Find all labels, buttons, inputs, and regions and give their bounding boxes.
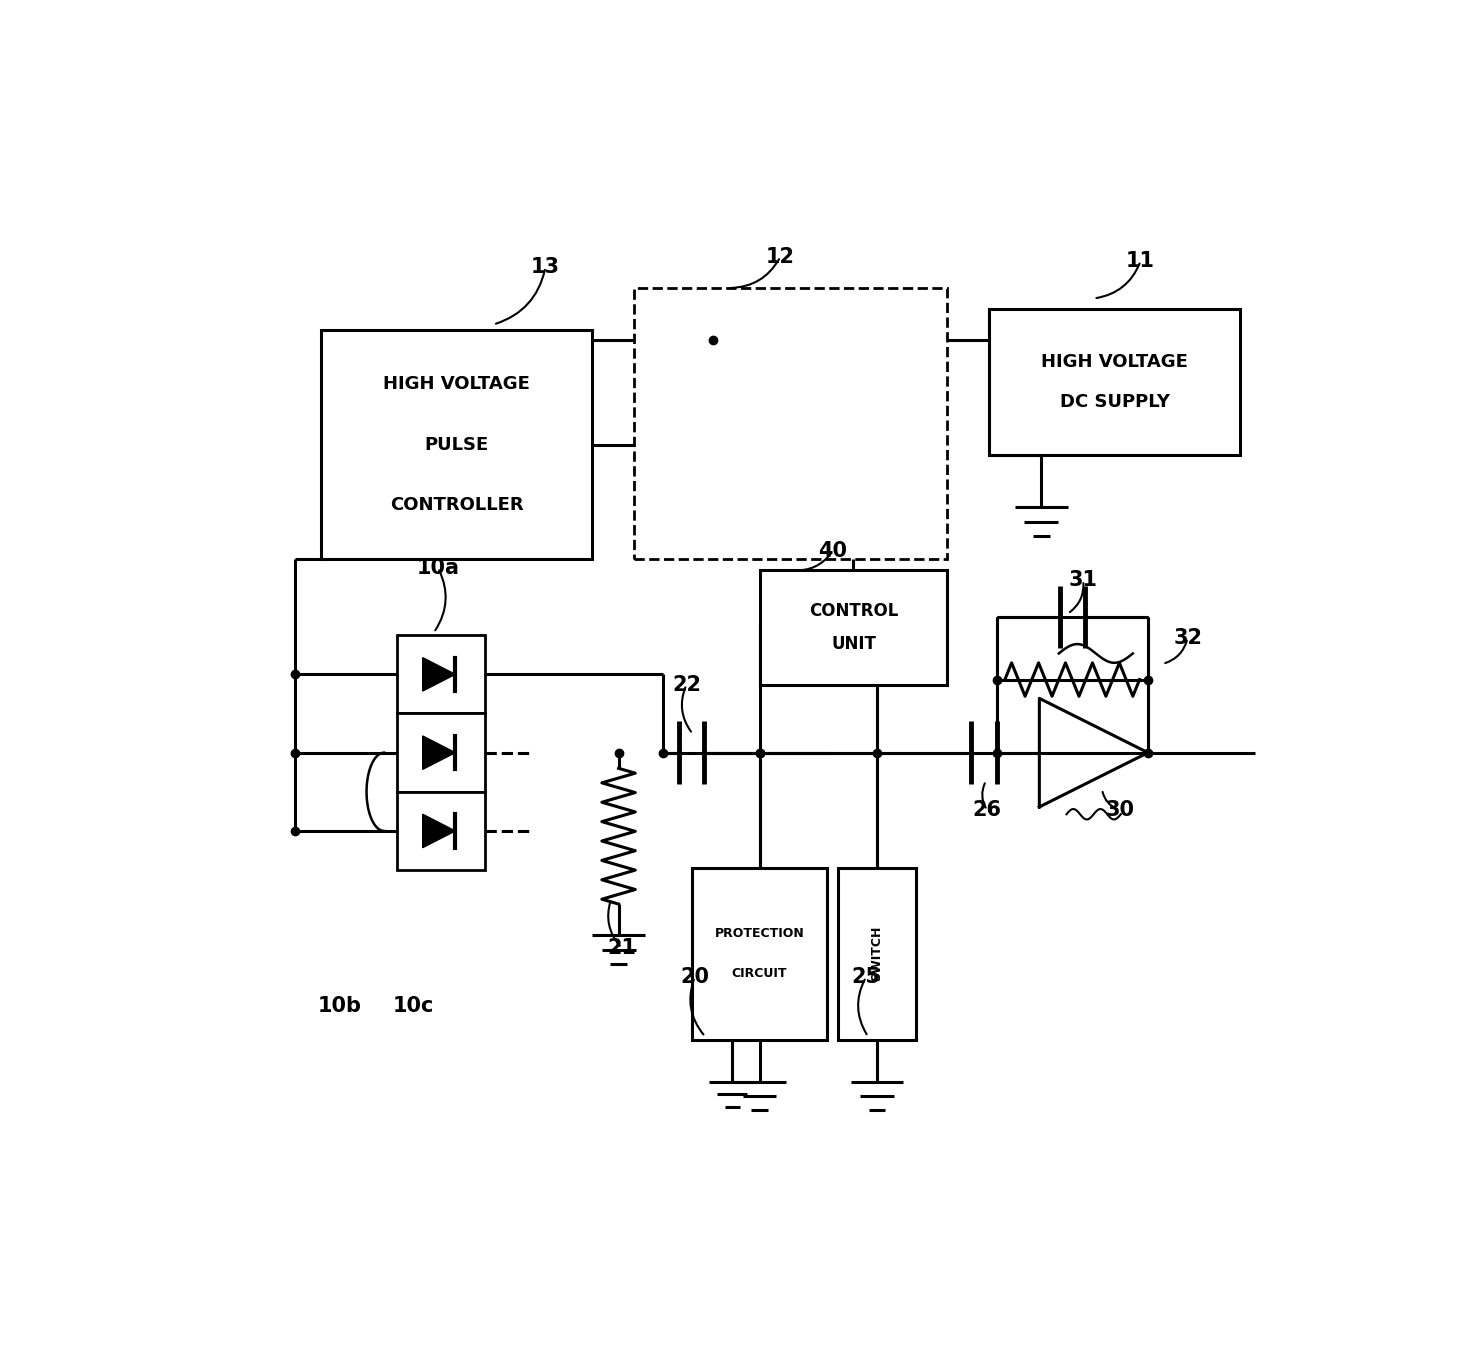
Bar (692, 868, 827, 1040)
Text: 22: 22 (671, 675, 701, 694)
Polygon shape (422, 658, 455, 692)
Polygon shape (422, 814, 455, 848)
Text: 20: 20 (680, 967, 710, 987)
Bar (322, 330, 593, 560)
Text: 40: 40 (818, 541, 848, 561)
Text: 10b: 10b (317, 997, 362, 1017)
Text: PROTECTION: PROTECTION (714, 928, 805, 940)
Text: 10c: 10c (393, 997, 434, 1017)
Text: 31: 31 (1069, 571, 1098, 590)
Text: DC SUPPLY: DC SUPPLY (1060, 393, 1169, 411)
Text: HIGH VOLTAGE: HIGH VOLTAGE (1040, 353, 1189, 372)
Text: CONTROLLER: CONTROLLER (390, 496, 523, 514)
Bar (397, 713, 486, 792)
Text: UNIT: UNIT (831, 635, 876, 654)
Text: CONTROL: CONTROL (809, 602, 898, 620)
Bar (634, 287, 947, 560)
Polygon shape (422, 736, 455, 769)
Bar (397, 792, 486, 871)
Bar (837, 868, 916, 1040)
Text: HIGH VOLTAGE: HIGH VOLTAGE (384, 376, 531, 393)
Text: 26: 26 (972, 800, 1002, 820)
Bar (988, 309, 1240, 456)
Bar (397, 635, 486, 713)
Bar (760, 570, 947, 685)
Text: SWITCH: SWITCH (870, 926, 883, 982)
Text: 10a: 10a (416, 557, 459, 578)
Text: 12: 12 (766, 247, 794, 267)
Text: 13: 13 (531, 258, 560, 277)
Text: 32: 32 (1174, 628, 1202, 648)
Text: 11: 11 (1126, 251, 1154, 271)
Text: 25: 25 (852, 967, 880, 987)
Text: PULSE: PULSE (425, 435, 489, 454)
Text: 21: 21 (608, 938, 636, 957)
Text: 30: 30 (1106, 800, 1134, 820)
Text: CIRCUIT: CIRCUIT (732, 967, 787, 980)
